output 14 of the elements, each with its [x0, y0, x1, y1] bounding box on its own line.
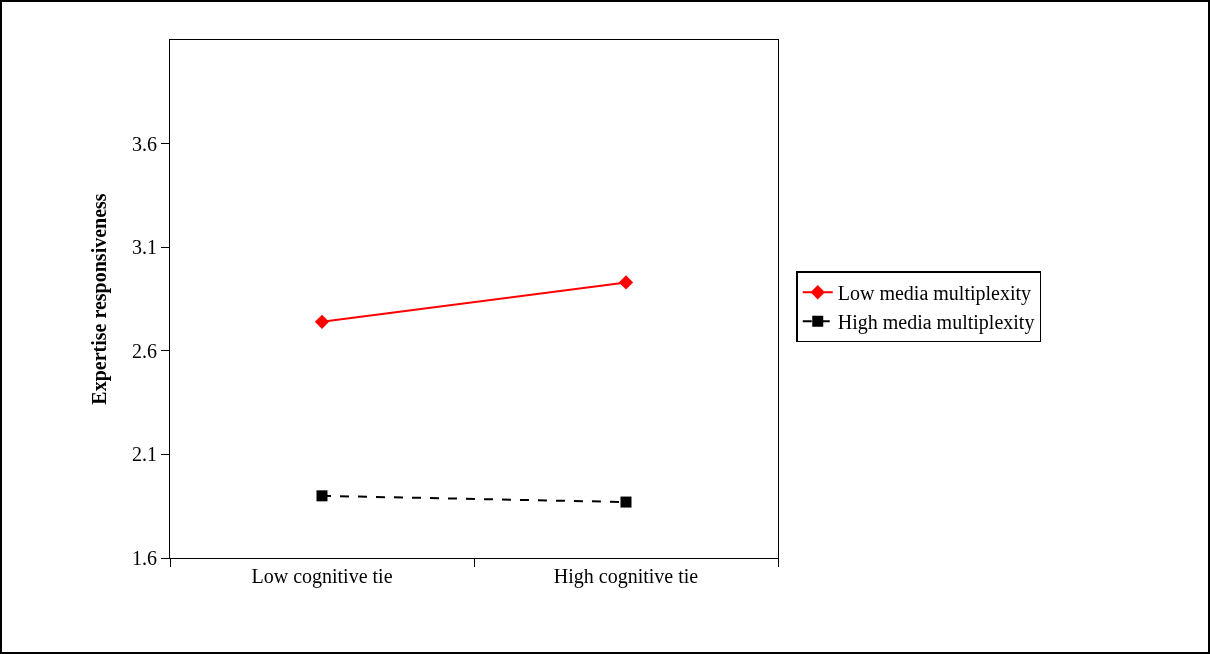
point — [316, 490, 328, 502]
point — [314, 314, 330, 329]
legend-label: High media multiplexity — [837, 311, 1035, 335]
y-tick-label: 3.6 — [132, 132, 157, 155]
x-tick-label: Low cognitive tie — [251, 565, 393, 588]
y-axis-title: Expertise responsiveness — [87, 193, 111, 405]
point — [620, 496, 632, 508]
y-tick-label: 1.6 — [132, 547, 157, 569]
y-tick-label: 2.1 — [132, 443, 157, 466]
point — [618, 275, 634, 290]
legend-label: Low media multiplexity — [837, 282, 1032, 306]
y-tick-label: 3.1 — [132, 236, 157, 259]
y-tick-label: 2.6 — [132, 339, 157, 362]
x-tick-label: High cognitive tie — [553, 565, 699, 588]
